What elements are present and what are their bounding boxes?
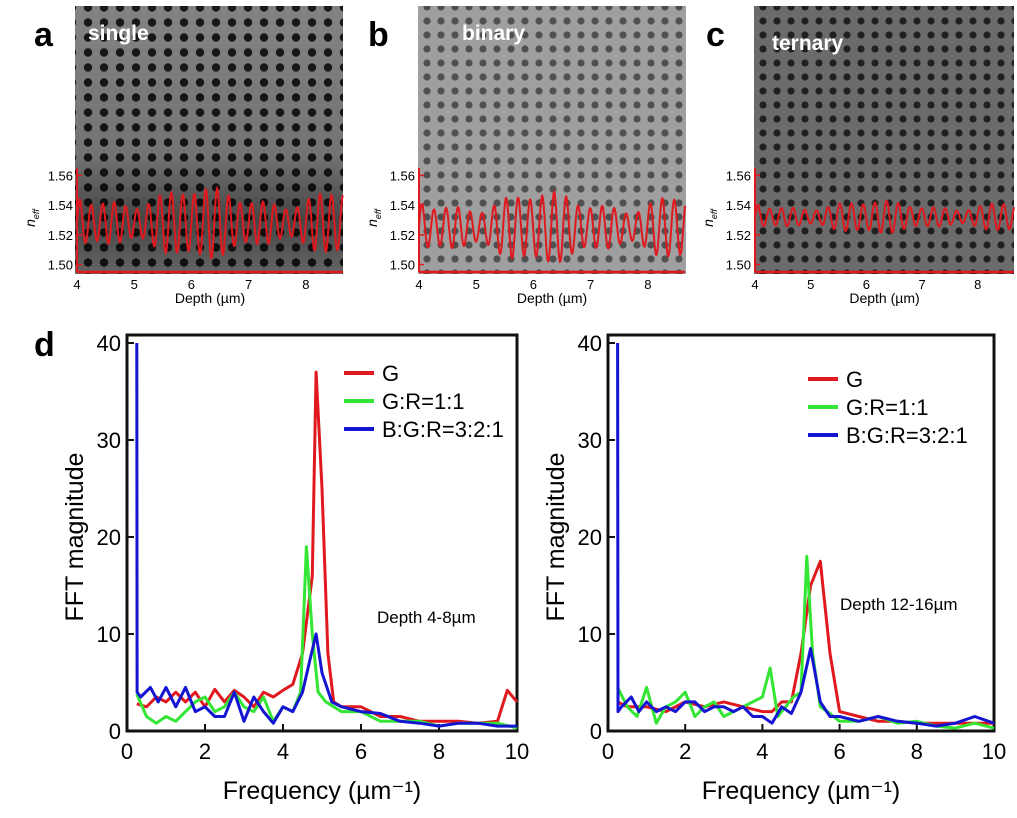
panel-c: c ternary 1.50 1.52 1.54 1.56 4 5 6 7 8 Depth (µm… (700, 6, 1015, 306)
panel-letter-c: c (706, 16, 725, 54)
x-tick-label: 0 (602, 739, 614, 764)
y-tick-label: 40 (578, 331, 602, 356)
y-tick-label: 0 (109, 719, 121, 744)
y-axis-label: FFT magnitude (61, 452, 89, 621)
x-tick-label: 6 (530, 277, 537, 292)
inset-label-a: single (88, 22, 149, 45)
legend-label: G:R=1:1 (846, 395, 929, 420)
y-tick-label: 1.50 (48, 258, 73, 273)
y-tick-label: 20 (97, 525, 121, 550)
panel-a: a single 1.50 1.52 1.54 1.56 4 5 6 7 8 Depth (µm)… (22, 6, 344, 306)
x-axis-label: Frequency (µm⁻¹) (702, 777, 900, 805)
panel-letter-a: a (34, 16, 54, 54)
fft-plot-right: 0 10 20 30 40 0 2 4 6 8 10 Frequency (µm⁻¹) FFT magn… (542, 331, 1006, 805)
y-axis-label: neff (700, 208, 719, 227)
y-tick-label: 1.52 (726, 228, 751, 243)
y-tick-label: 30 (578, 428, 602, 453)
x-tick-label: 2 (679, 739, 691, 764)
x-tick-label: 10 (505, 739, 529, 764)
x-tick-label: 4 (756, 739, 768, 764)
micrograph-c-shade (754, 6, 1014, 274)
x-tick-label: 0 (121, 739, 133, 764)
x-tick-label: 4 (751, 277, 758, 292)
plot-frame (606, 333, 996, 733)
y-tick-label: 20 (578, 525, 602, 550)
y-tick-label: 1.56 (390, 168, 415, 183)
x-tick-label: 6 (833, 739, 845, 764)
x-tick-label: 5 (131, 277, 138, 292)
neff-plot-c: 1.50 1.52 1.54 1.56 4 5 6 7 8 Depth (µm) neff (700, 168, 1015, 306)
y-tick-label: 10 (97, 622, 121, 647)
x-tick-label: 2 (199, 739, 211, 764)
y-tick-label: 1.54 (726, 198, 751, 213)
y-tick-label: 1.50 (390, 258, 415, 273)
x-tick-label: 8 (433, 739, 445, 764)
x-tick-label: 7 (918, 277, 925, 292)
neff-line (754, 199, 1015, 234)
y-tick-label: 10 (578, 622, 602, 647)
y-tick-label: 1.56 (48, 168, 73, 183)
legend-label: B:G:R=3:2:1 (382, 417, 504, 442)
x-tick-label: 4 (73, 277, 80, 292)
y-tick-label: 0 (590, 719, 602, 744)
panel-b: b binary 1.50 1.52 1.54 1.56 4 5 6 7 8 Depth (µm)… (364, 6, 686, 306)
x-tick-label: 5 (807, 277, 814, 292)
x-tick-label: 6 (863, 277, 870, 292)
inset-label-c: ternary (772, 32, 844, 55)
x-tick-label: 8 (644, 277, 651, 292)
x-tick-label: 8 (302, 277, 309, 292)
x-tick-label: 7 (587, 277, 594, 292)
legend-label: B:G:R=3:2:1 (846, 423, 968, 448)
neff-line (418, 189, 686, 264)
inset-label-b: binary (462, 22, 525, 45)
x-tick-label: 10 (982, 739, 1006, 764)
x-tick-label: 4 (415, 277, 422, 292)
y-axis-label: FFT magnitude (542, 452, 570, 621)
x-tick-label: 4 (277, 739, 289, 764)
neff-plot-a: 1.50 1.52 1.54 1.56 4 5 6 7 8 Depth (µm) neff (22, 168, 344, 306)
panel-letter-d: d (34, 326, 55, 364)
x-tick-label: 8 (974, 277, 981, 292)
legend-label: G (382, 361, 399, 386)
x-axis-label: Depth (µm) (517, 290, 587, 306)
x-tick-label: 6 (188, 277, 195, 292)
x-tick-label: 7 (245, 277, 252, 292)
y-tick-label: 1.52 (390, 228, 415, 243)
x-tick-label: 8 (911, 739, 923, 764)
x-axis-label: Depth (µm) (175, 290, 245, 306)
annotation: Depth 12-16µm (840, 595, 958, 614)
y-tick-label: 30 (97, 428, 121, 453)
y-axis-label: neff (22, 208, 41, 227)
y-tick-label: 40 (97, 331, 121, 356)
plot-frame (125, 333, 519, 733)
x-axis-label: Depth (µm) (849, 290, 919, 306)
x-tick-label: 5 (473, 277, 480, 292)
neff-line (76, 185, 344, 261)
annotation: Depth 4-8µm (377, 608, 476, 627)
y-tick-label: 1.52 (48, 228, 73, 243)
x-axis-label: Frequency (µm⁻¹) (223, 777, 421, 805)
x-tick-label: 6 (355, 739, 367, 764)
panel-letter-b: b (368, 16, 389, 54)
y-tick-label: 1.54 (48, 198, 73, 213)
series-line (616, 554, 995, 730)
y-tick-label: 1.56 (726, 168, 751, 183)
fft-plot-left: 0 10 20 30 40 0 2 4 6 8 10 Frequency (µm⁻¹) FFT magn… (61, 331, 529, 805)
legend-label: G (846, 367, 863, 392)
micrograph-c (754, 6, 1014, 274)
legend-label: G:R=1:1 (382, 389, 465, 414)
y-tick-label: 1.54 (390, 198, 415, 213)
y-axis-label: neff (364, 208, 383, 227)
series-line (616, 342, 995, 728)
y-tick-label: 1.50 (726, 258, 751, 273)
series-line (135, 342, 517, 728)
neff-plot-b: 1.50 1.52 1.54 1.56 4 5 6 7 8 Depth (µm) neff (364, 168, 686, 306)
